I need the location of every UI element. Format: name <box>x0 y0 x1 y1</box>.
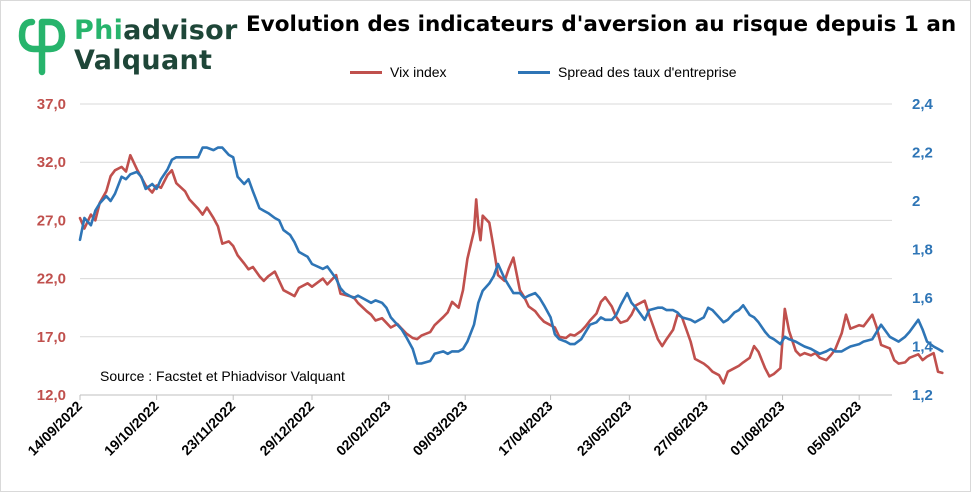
right-tick-label: 1,8 <box>912 242 933 259</box>
x-tick-label: 05/09/2023 <box>803 398 864 459</box>
chart-title: Evolution des indicateurs d'aversion au … <box>246 12 957 37</box>
x-tick-label: 01/08/2023 <box>727 398 788 459</box>
legend-item-vix: Vix index <box>350 64 447 80</box>
right-tick-label: 2 <box>912 193 920 210</box>
phi-logo-icon <box>18 18 66 76</box>
chart-legend: Vix index Spread des taux d'entreprise <box>340 64 810 84</box>
series-line-vix <box>78 153 944 385</box>
legend-item-spread: Spread des taux d'entreprise <box>518 64 737 80</box>
x-axis: 14/09/2022 19/10/2022 23/11/2022 29/12/2022… <box>24 394 892 459</box>
left-axis-ticks: 12,0 17,0 22,0 27,0 32,0 37,0 <box>37 96 66 404</box>
legend-label-spread: Spread des taux d'entreprise <box>558 64 737 80</box>
legend-swatch-vix <box>350 70 382 74</box>
logo-line-1: Phiadvisor <box>74 15 238 46</box>
right-tick-label: 1,4 <box>912 339 934 356</box>
phiadvisor-valquant-logo: Phiadvisor Valquant <box>18 12 237 82</box>
right-tick-label: 1,2 <box>912 387 933 404</box>
right-tick-label: 2,4 <box>912 96 934 113</box>
right-axis-ticks: 1,2 1,4 1,6 1,8 2 2,2 2,4 <box>912 96 934 404</box>
left-tick-label: 17,0 <box>37 329 66 346</box>
source-note: Source : Facstet et Phiadvisor Valquant <box>100 368 345 384</box>
x-tick-label: 19/10/2022 <box>101 398 162 459</box>
x-tick-label: 09/03/2023 <box>409 398 470 459</box>
x-tick-label: 27/06/2023 <box>650 398 711 459</box>
x-tick-label: 23/11/2022 <box>178 398 238 458</box>
series-line-spread <box>78 146 944 365</box>
right-tick-label: 2,2 <box>912 145 933 162</box>
legend-label-vix: Vix index <box>390 64 447 80</box>
left-tick-label: 37,0 <box>37 96 66 113</box>
left-tick-label: 12,0 <box>37 387 66 404</box>
right-tick-label: 1,6 <box>912 290 933 307</box>
x-tick-label: 14/09/2022 <box>24 398 85 459</box>
left-tick-label: 27,0 <box>37 212 66 229</box>
left-tick-label: 32,0 <box>37 154 66 171</box>
logo-line-2: Valquant <box>74 45 213 76</box>
x-tick-label: 23/05/2023 <box>574 398 635 459</box>
x-tick-label: 17/04/2023 <box>495 398 556 459</box>
legend-swatch-spread <box>518 70 550 74</box>
x-tick-label: 29/12/2022 <box>256 398 317 459</box>
series-layer <box>78 146 944 385</box>
left-tick-label: 22,0 <box>37 271 66 288</box>
x-tick-label: 02/02/2023 <box>333 398 394 459</box>
